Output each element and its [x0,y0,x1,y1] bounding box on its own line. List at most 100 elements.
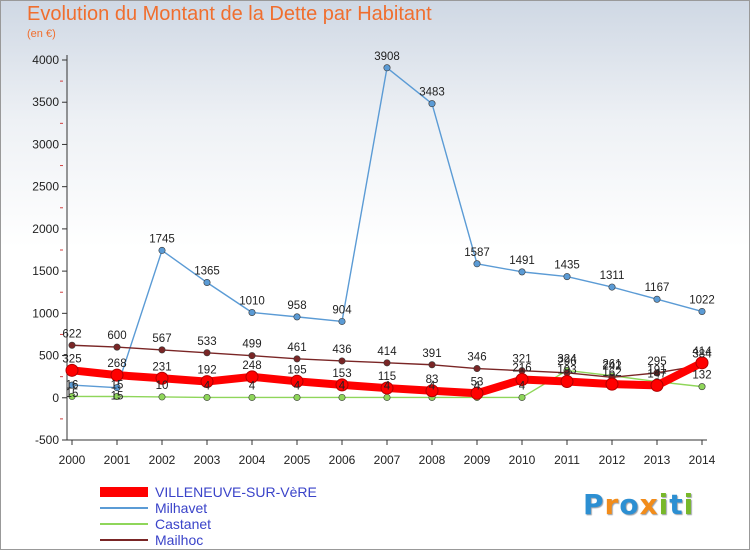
data-label: 1022 [689,294,715,306]
data-label: 83 [426,374,439,386]
data-label: 15 [66,388,79,400]
data-label: 622 [62,328,81,340]
series-point-3 [113,343,121,351]
data-label: 296 [557,356,576,368]
series-point-1 [473,260,481,268]
series-point-1 [203,279,211,287]
series-point-1 [428,100,436,108]
data-label: 325 [62,353,81,365]
series-point-1 [608,283,616,291]
data-label: 4 [384,380,391,392]
series-point-2 [203,393,211,401]
data-label: 384 [692,348,712,360]
data-label: 147 [647,368,666,380]
data-label: 295 [647,356,666,368]
y-tick-label: 3500 [32,95,59,109]
series-point-2 [698,383,706,391]
data-label: 15 [111,380,124,392]
data-label: 231 [152,361,171,373]
legend-swatch-mailhoc [100,539,148,541]
series-point-3 [293,355,301,363]
series-point-2 [518,393,526,401]
chart-svg: -500 0 500 1000 1500 2000 2500 3000 3500 4000 2000… [32,51,716,467]
data-label: 191 [647,365,666,377]
legend-label-castanet: Castanet [155,516,212,532]
series-point-1 [338,317,346,325]
data-label: 162 [602,367,621,379]
series-point-0 [110,368,124,382]
unit-label: (en €) [27,28,56,40]
series-point-0 [200,375,214,389]
series-point-3 [338,357,346,365]
data-label: 15 [111,391,124,403]
series-point-1 [383,64,391,72]
legend-label-milhavet: Milhavet [155,500,208,516]
series-point-2 [68,392,76,400]
x-tick-label: 2000 [59,453,86,467]
x-tick-label: 2005 [284,453,311,467]
series-point-1 [113,384,121,392]
x-tick-label: 2006 [329,453,356,467]
legend-swatch-milhavet [100,507,148,509]
series-point-0 [560,374,574,388]
x-tick-label: 2007 [374,453,401,467]
data-label: 132 [692,370,711,382]
data-label: 53 [471,376,484,388]
data-label: 346 [467,352,486,364]
series-point-0 [650,378,664,392]
y-tick-label: -500 [35,433,59,447]
data-label: 958 [287,300,306,312]
data-label: 115 [378,371,396,383]
series-point-3 [383,359,391,367]
legend-swatch-villeneuve [100,487,148,497]
data-label: 195 [287,364,306,376]
data-label: 1491 [509,255,535,267]
y-tick-label: 3000 [32,137,59,151]
data-label: 414 [692,346,712,358]
series-point-0 [470,386,484,400]
series-point-0 [65,363,79,377]
series-point-0 [290,374,304,388]
series-point-2 [383,393,391,401]
data-label: 567 [152,333,171,345]
series-point-0 [380,381,394,395]
data-label: 4 [519,380,526,392]
data-label: 436 [332,344,351,356]
series-point-3 [203,349,211,357]
data-label: 3908 [374,51,400,63]
series-point-1 [158,246,166,254]
x-tick-label: 2011 [554,453,580,467]
series-point-0 [245,370,259,384]
y-tick-label: 2500 [32,180,59,194]
y-tick-label: 4000 [32,53,59,67]
series-point-3 [158,346,166,354]
x-tick-label: 2001 [104,453,131,467]
series-point-1 [293,313,301,321]
series-point-3 [653,369,661,377]
series-point-2 [338,393,346,401]
y-tick-label: 2000 [32,222,59,236]
data-label: 533 [197,336,216,348]
x-tick-label: 2012 [599,453,626,467]
series-point-0 [155,371,169,385]
data-label: 4 [249,380,256,392]
data-label: 1745 [149,233,175,245]
series-point-0 [335,378,349,392]
data-label: 1010 [239,295,265,307]
y-tick-label: 1000 [32,306,59,320]
data-label: 391 [422,348,441,360]
x-tick-label: 2013 [644,453,671,467]
x-tick-label: 2014 [689,453,716,467]
series-point-1 [68,381,76,389]
series-point-1 [563,273,571,281]
series-point-1 [698,307,706,315]
data-label: 600 [107,330,126,342]
legend-label-mailhoc: Mailhoc [155,532,204,548]
x-tick-label: 2009 [464,453,491,467]
series-point-2 [158,393,166,401]
data-label: 1311 [600,270,625,282]
data-label: 193 [557,364,576,376]
series-point-3 [473,365,481,373]
x-tick-label: 2008 [419,453,446,467]
